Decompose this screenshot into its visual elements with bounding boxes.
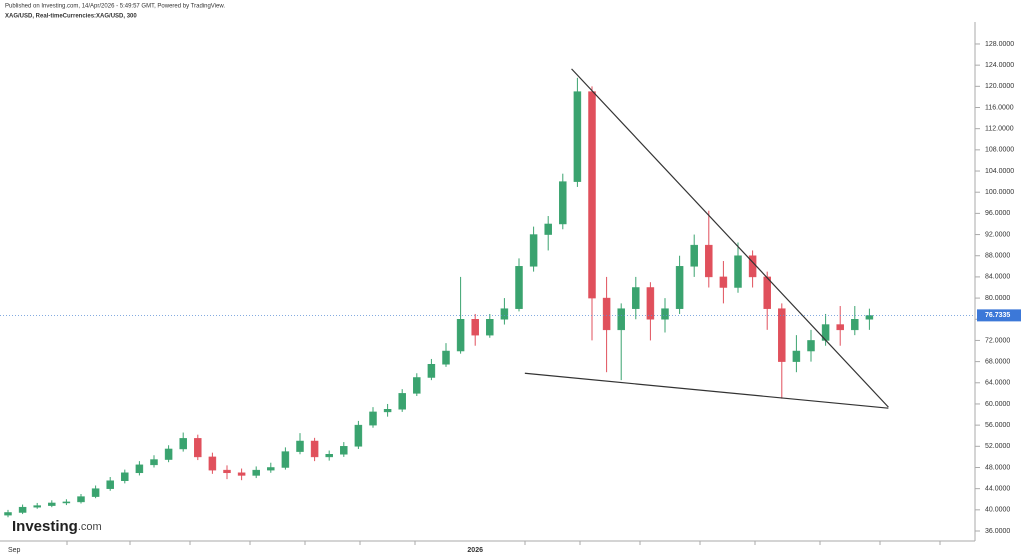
candle-body [194, 438, 202, 458]
candle-body [62, 501, 71, 504]
candle-body [354, 424, 363, 447]
x-tick-label: 2026 [467, 547, 483, 554]
last-price-box [977, 309, 1021, 322]
candle-body [427, 364, 436, 378]
candle-body [18, 506, 27, 513]
candle-body [179, 438, 187, 450]
candle-body [486, 319, 494, 336]
candle-body [33, 505, 41, 508]
last-price-label: 76.7335 [985, 312, 1010, 319]
logo-name: Investing [12, 518, 78, 535]
candle-body [281, 451, 290, 468]
candle-body [106, 480, 114, 489]
candle-body [661, 308, 669, 320]
trendline [524, 372, 889, 409]
candle-body [646, 287, 655, 320]
y-tick-label: 84.0000 [985, 274, 1010, 281]
candle-body [237, 472, 246, 476]
published-note: Published on Investing.com, 14/Apr/2026 … [5, 4, 225, 10]
candle-body [413, 377, 421, 394]
logo: Investing.com [12, 518, 102, 535]
y-tick-label: 36.0000 [985, 528, 1010, 535]
candle-body [267, 467, 275, 471]
candle-body [164, 448, 173, 460]
candle-body [500, 308, 509, 320]
y-tick-label: 56.0000 [985, 422, 1010, 429]
y-tick-label: 80.0000 [985, 295, 1010, 302]
candle-body [573, 91, 582, 182]
y-tick-label: 88.0000 [985, 253, 1010, 260]
candle-body [383, 409, 392, 413]
y-tick-label: 48.0000 [985, 464, 1010, 471]
y-tick-label: 120.0000 [985, 83, 1014, 90]
candle-body [705, 244, 713, 278]
y-tick-label: 112.0000 [985, 126, 1014, 133]
y-tick-label: 44.0000 [985, 486, 1010, 493]
candle-body [617, 308, 625, 331]
y-tick-label: 52.0000 [985, 443, 1010, 450]
y-tick-label: 124.0000 [985, 62, 1014, 69]
candle-body [763, 276, 771, 309]
symbol-title: XAG/USD, Real-timeCurrencies:XAG/USD, 30… [5, 14, 137, 20]
y-tick-label: 116.0000 [985, 104, 1014, 111]
candle-body [675, 266, 684, 309]
candle-body [135, 464, 144, 474]
candle-body [792, 350, 801, 362]
candle-body [310, 440, 319, 458]
candle-body [836, 324, 844, 331]
y-tick-label: 128.0000 [985, 41, 1014, 48]
time-ticks [66, 541, 941, 545]
y-tick-label: 64.0000 [985, 380, 1010, 387]
candle-body [223, 469, 231, 474]
candle-body [4, 512, 12, 516]
candle-body [602, 297, 611, 331]
y-tick-label: 100.0000 [985, 189, 1014, 196]
candle-body [807, 340, 815, 352]
candle-body [851, 319, 859, 331]
y-tick-label: 92.0000 [985, 231, 1010, 238]
candle-body [398, 393, 406, 410]
candle-body [719, 276, 728, 288]
y-tick-label: 104.0000 [985, 168, 1014, 175]
candle-body [77, 496, 85, 503]
y-tick-label: 40.0000 [985, 507, 1010, 514]
candle-body [529, 234, 538, 267]
candle-body [471, 319, 479, 336]
candle-body [456, 319, 465, 352]
candle-body [559, 181, 567, 225]
y-tick-label: 68.0000 [985, 358, 1010, 365]
trendline [571, 68, 889, 408]
candle-body [121, 472, 129, 481]
candle-body [369, 411, 377, 426]
candle-body [48, 502, 56, 506]
y-tick-label: 72.0000 [985, 337, 1010, 344]
candle-body [778, 308, 786, 362]
candle-body [588, 91, 596, 299]
candle-body [515, 266, 523, 309]
candle-body [865, 315, 874, 320]
candle-body [734, 255, 742, 288]
candle-body [296, 440, 304, 452]
candle-body [150, 459, 158, 466]
logo-suffix: .com [78, 521, 102, 533]
candle-body [544, 223, 552, 235]
candle-body [252, 469, 260, 476]
y-tick-label: 108.0000 [985, 147, 1014, 154]
candle-body [442, 350, 450, 365]
candle-body [340, 446, 348, 455]
y-tick-label: 60.0000 [985, 401, 1010, 408]
candle-body [325, 454, 333, 458]
candle-body [208, 456, 217, 471]
candle-body [690, 244, 698, 267]
y-tick-label: 96.0000 [985, 210, 1010, 217]
candle-body [632, 287, 640, 309]
x-tick-label: Sep [8, 547, 21, 554]
candle-body [91, 488, 100, 497]
